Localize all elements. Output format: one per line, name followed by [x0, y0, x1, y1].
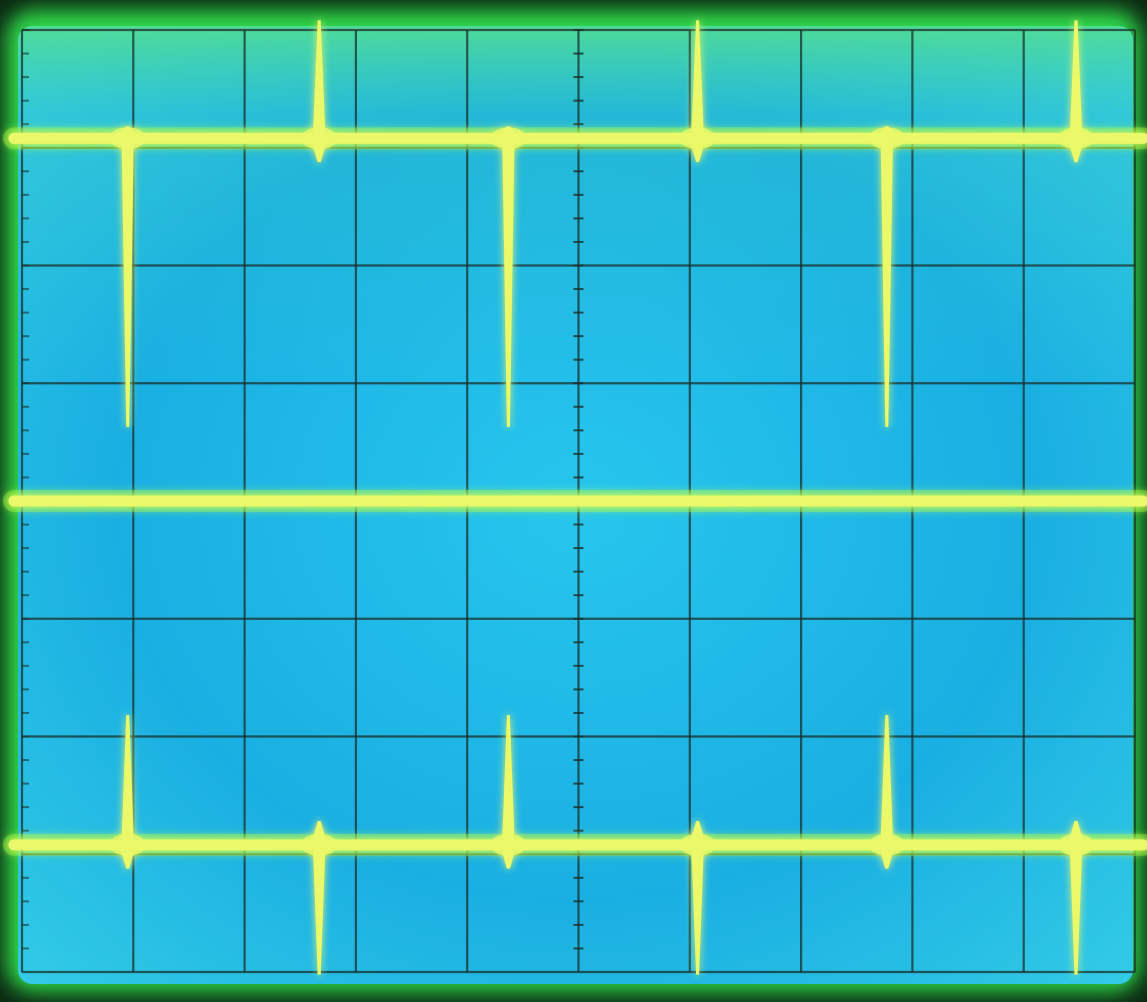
spike-node — [1058, 127, 1095, 150]
spike-node — [109, 833, 146, 856]
trace-spike — [880, 126, 893, 428]
spike-node — [679, 833, 716, 856]
trace-spike — [1070, 821, 1083, 975]
screen-vignette — [18, 26, 1133, 386]
trace-spike — [691, 20, 704, 163]
spike-node — [868, 833, 905, 856]
trace-spike — [313, 20, 326, 163]
trace-3 — [3, 715, 1147, 975]
spike-node — [109, 127, 146, 150]
trace-spike — [502, 126, 515, 428]
spike-node — [301, 127, 338, 150]
spike-node — [490, 127, 527, 150]
trace-spike — [880, 715, 893, 869]
trace-spike — [691, 821, 704, 975]
trace-1 — [3, 20, 1147, 428]
trace-spike — [313, 821, 326, 975]
traces — [3, 20, 1147, 975]
trace-spike — [121, 126, 134, 428]
trace-spike — [121, 715, 134, 869]
spike-node — [679, 127, 716, 150]
spike-node — [490, 833, 527, 856]
trace-spike — [1070, 20, 1083, 163]
spike-node — [1058, 833, 1095, 856]
spike-node — [868, 127, 905, 150]
trace-spike — [502, 715, 515, 869]
spike-node — [301, 833, 338, 856]
